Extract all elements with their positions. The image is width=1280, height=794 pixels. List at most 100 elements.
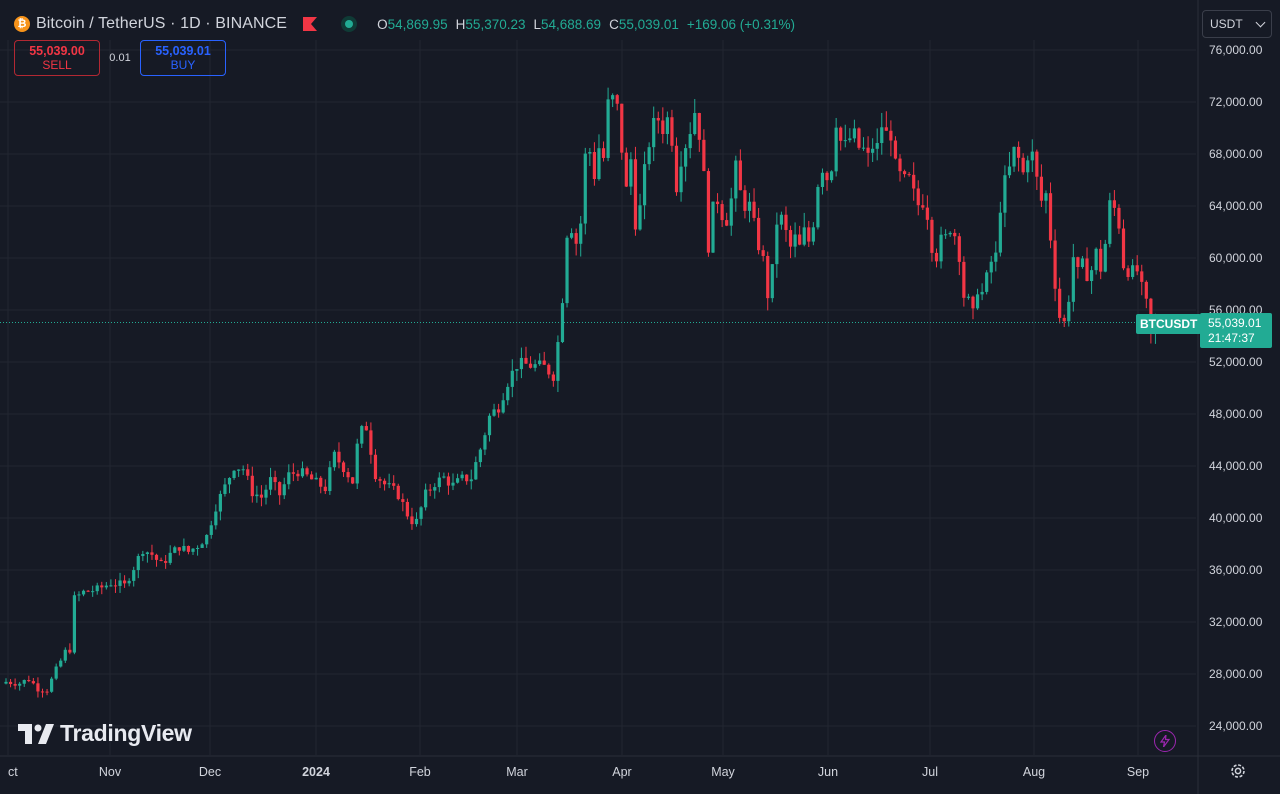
candle — [122, 575, 127, 588]
candle — [811, 222, 815, 246]
candle — [451, 473, 455, 491]
bitcoin-logo-icon: ₿ — [14, 16, 30, 32]
candle — [18, 681, 22, 691]
candle — [533, 359, 537, 372]
candle — [725, 212, 729, 227]
candle — [1053, 229, 1057, 302]
chevron-down-icon — [1255, 17, 1266, 28]
candle — [569, 228, 574, 240]
gear-icon[interactable] — [1229, 762, 1247, 780]
candle — [1112, 190, 1116, 217]
candle — [168, 545, 172, 565]
candle — [72, 591, 77, 655]
candle — [652, 106, 656, 162]
candle — [1071, 243, 1075, 312]
x-tick-label: Aug — [1023, 765, 1045, 779]
candle — [757, 207, 761, 255]
x-tick-label: 2024 — [302, 765, 330, 779]
candle — [1048, 182, 1053, 249]
candle — [1135, 255, 1139, 276]
candle — [802, 212, 806, 247]
candle — [410, 507, 414, 530]
y-tick-label: 64,000.00 — [1209, 199, 1263, 213]
currency-select[interactable]: USDT — [1202, 10, 1272, 38]
lightning-bolt-icon[interactable] — [1154, 730, 1176, 752]
candle — [195, 545, 200, 556]
candle — [1062, 314, 1066, 327]
candle — [1117, 204, 1121, 234]
candle — [1012, 146, 1016, 172]
y-tick-label: 32,000.00 — [1209, 615, 1263, 629]
candle — [893, 136, 898, 160]
candle — [1035, 149, 1039, 190]
candle — [378, 476, 382, 489]
candle — [173, 545, 177, 554]
y-tick-label: 76,000.00 — [1209, 43, 1263, 57]
candle — [857, 127, 861, 150]
candle — [839, 126, 843, 151]
candle — [469, 469, 473, 490]
x-tick-label: Feb — [409, 765, 431, 779]
candle — [136, 553, 140, 579]
candle — [1030, 139, 1034, 172]
tradingview-logo-icon — [18, 723, 54, 744]
x-tick-label: Dec — [199, 765, 221, 779]
candle — [560, 298, 565, 344]
sell-button[interactable]: 55,039.00 SELL — [14, 40, 100, 76]
candle — [629, 152, 633, 196]
market-status-icon[interactable] — [341, 16, 358, 32]
symbol-title[interactable]: Bitcoin / TetherUS · 1D · BINANCE — [36, 15, 288, 32]
candle — [1017, 141, 1021, 172]
candle — [264, 484, 268, 505]
candle — [925, 195, 929, 230]
candle — [100, 581, 104, 595]
candle — [332, 449, 337, 471]
candle — [455, 473, 460, 484]
candle — [661, 107, 665, 144]
candle — [483, 432, 487, 456]
candle — [834, 117, 838, 177]
candle — [551, 371, 555, 387]
candle — [1103, 239, 1107, 273]
candle — [127, 578, 131, 587]
candle — [401, 493, 405, 512]
candle — [81, 589, 86, 597]
candle — [647, 142, 651, 171]
candle — [985, 270, 989, 295]
flag-icon[interactable] — [303, 17, 318, 31]
candle — [779, 211, 784, 230]
candle — [989, 255, 993, 284]
candle — [1144, 280, 1148, 309]
candle — [45, 688, 49, 696]
candle — [611, 93, 615, 108]
candle — [405, 498, 409, 520]
candle — [519, 347, 524, 379]
last-price-symbol-tag: BTCUSDT — [1136, 314, 1202, 334]
y-tick-label: 28,000.00 — [1209, 667, 1263, 681]
buy-button[interactable]: 55,039.01 BUY — [140, 40, 226, 76]
candle — [95, 582, 99, 595]
candle — [1021, 153, 1025, 175]
candle — [743, 185, 747, 219]
candle — [141, 550, 145, 562]
candle — [492, 403, 496, 417]
candle — [1007, 151, 1012, 179]
tradingview-logo[interactable]: TradingView — [18, 720, 192, 747]
x-tick-label: Mar — [506, 765, 528, 779]
candles — [4, 87, 1162, 698]
ohlc-values: O54,869.95 H55,370.23 L54,688.69 C55,039… — [377, 16, 795, 32]
trade-panel: 55,039.00 SELL 0.01 55,039.01 BUY — [14, 40, 226, 76]
candle — [337, 442, 341, 469]
candle — [565, 235, 569, 308]
candle — [13, 678, 17, 690]
candle — [633, 146, 638, 236]
candle — [300, 461, 305, 478]
candle — [506, 383, 510, 406]
candle — [31, 677, 35, 685]
candle — [601, 141, 606, 162]
candle — [674, 137, 679, 196]
candle — [866, 136, 870, 167]
candle — [268, 467, 273, 496]
